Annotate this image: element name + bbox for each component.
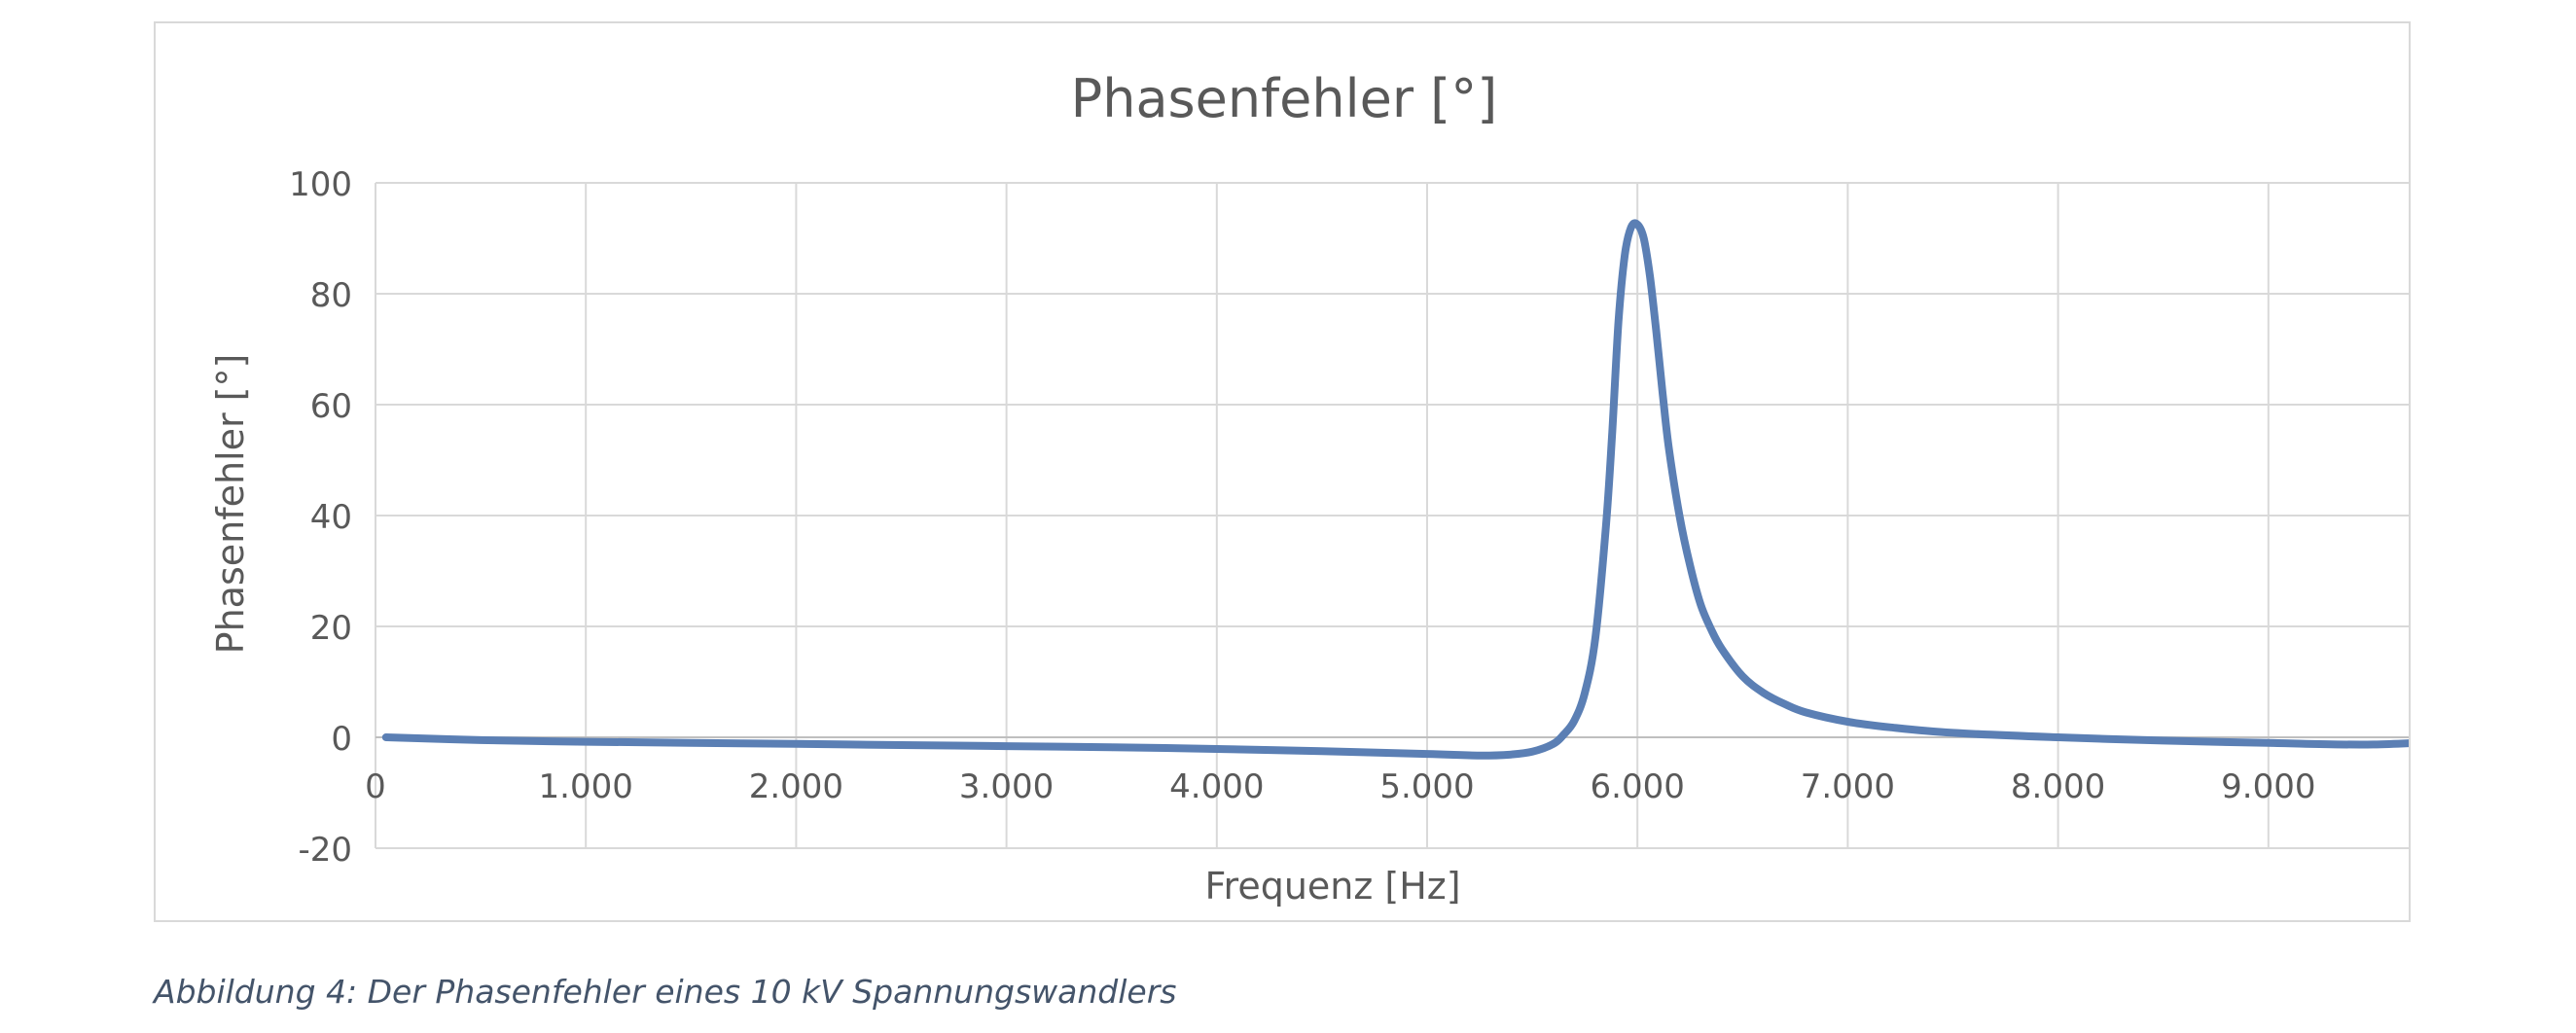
grid-lines [375,182,2409,849]
chart-frame: Phasenfehler [°] -20 0 20 40 60 80 100 0 1.000 2… [154,21,2411,922]
x-tick-label: 4.000 [1169,767,1264,806]
x-tick-label: 9.000 [2221,767,2315,806]
y-tick-label: -20 [298,831,352,870]
y-tick-label: 60 [310,387,352,426]
y-tick-label: 100 [289,165,352,204]
x-tick-labels: 0 1.000 2.000 3.000 4.000 5.000 6.000 7.000 8.00… [365,767,2315,806]
x-tick-label: 5.000 [1379,767,1474,806]
x-tick-label: 7.000 [1801,767,1895,806]
figure-caption: Abbildung 4: Der Phasenfehler eines 10 k… [154,973,1177,1011]
y-tick-label: 20 [310,609,352,648]
x-tick-label: 0 [365,767,386,806]
series-line [381,219,2409,760]
x-tick-label: 1.000 [539,767,633,806]
series-layer [381,219,2409,760]
chart-title: Phasenfehler [°] [1071,68,1498,129]
phase-error-chart: Phasenfehler [°] -20 0 20 40 60 80 100 0 1.000 2… [209,68,2409,908]
x-tick-label: 8.000 [2011,767,2105,806]
x-tick-label: 3.000 [959,767,1054,806]
x-tick-label: 2.000 [749,767,843,806]
y-axis-title: Phasenfehler [°] [209,354,252,655]
y-tick-label: 0 [331,720,352,759]
x-axis-title: Frequenz [Hz] [1204,865,1460,908]
y-tick-label: 40 [310,498,352,537]
x-tick-label: 6.000 [1591,767,1685,806]
y-tick-label: 80 [310,276,352,315]
y-tick-labels: -20 0 20 40 60 80 100 [289,165,352,870]
